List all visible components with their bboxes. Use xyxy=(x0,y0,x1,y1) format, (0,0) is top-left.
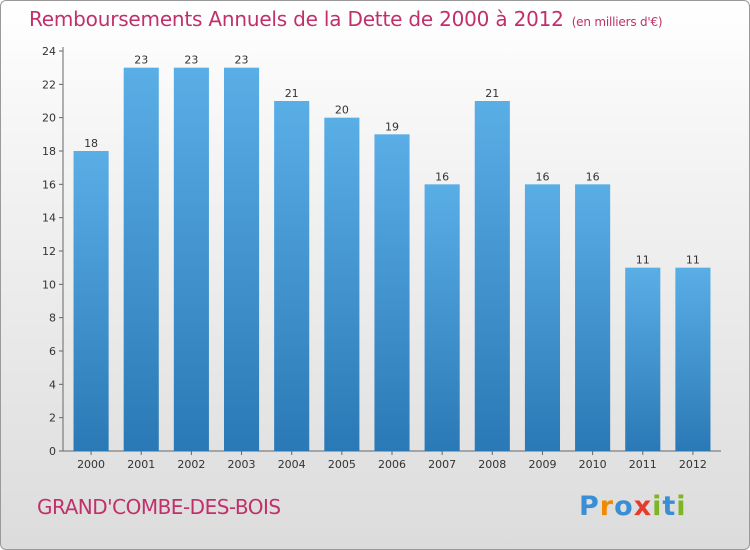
logo-letter: x xyxy=(633,491,653,522)
y-tick-label: 2 xyxy=(49,412,56,425)
x-tick-label: 2008 xyxy=(478,458,506,471)
logo-letter: P xyxy=(579,491,600,522)
bar xyxy=(324,117,360,452)
bar-value-label: 23 xyxy=(134,54,148,67)
proxiti-logo[interactable]: Proxiti xyxy=(579,491,687,522)
logo-letter: o xyxy=(614,491,634,522)
bar xyxy=(424,184,460,452)
bar-value-label: 21 xyxy=(285,87,299,100)
logo-letter: i xyxy=(676,491,687,522)
chart-title-text: Remboursements Annuels de la Dette de 20… xyxy=(29,7,564,31)
y-tick-label: 18 xyxy=(42,145,56,158)
x-tick-label: 2004 xyxy=(278,458,306,471)
bar-value-label: 11 xyxy=(636,254,650,267)
bar xyxy=(73,151,109,451)
y-tick-label: 8 xyxy=(49,312,56,325)
bar xyxy=(625,267,661,451)
bar-value-label: 18 xyxy=(84,137,98,150)
bar-value-label: 21 xyxy=(485,87,499,100)
bar xyxy=(524,184,561,452)
bar xyxy=(274,101,310,451)
bar-value-label: 16 xyxy=(435,170,449,183)
bar xyxy=(123,67,159,452)
bar xyxy=(675,267,711,451)
chart-subtitle: (en milliers d'€) xyxy=(571,15,663,29)
x-tick-label: 2011 xyxy=(629,458,657,471)
bar-value-label: 11 xyxy=(686,254,700,267)
logo-letter: t xyxy=(662,491,677,522)
bar-value-label: 16 xyxy=(586,170,600,183)
x-tick-label: 2009 xyxy=(528,458,556,471)
x-tick-label: 2001 xyxy=(127,458,155,471)
y-tick-label: 4 xyxy=(49,378,56,391)
y-tick-label: 6 xyxy=(49,345,56,358)
x-tick-label: 2002 xyxy=(177,458,205,471)
bar-value-label: 16 xyxy=(535,170,549,183)
bar xyxy=(173,67,209,452)
bar-value-label: 20 xyxy=(335,104,349,117)
y-tick-label: 20 xyxy=(42,112,56,125)
x-tick-label: 2010 xyxy=(579,458,607,471)
y-tick-label: 12 xyxy=(42,245,56,258)
x-tick-label: 2012 xyxy=(679,458,707,471)
chart-title: Remboursements Annuels de la Dette de 20… xyxy=(29,7,663,31)
bar xyxy=(474,101,510,451)
y-tick-label: 10 xyxy=(42,278,56,291)
bar-value-label: 23 xyxy=(235,54,249,67)
y-tick-label: 24 xyxy=(42,45,56,58)
x-tick-label: 2007 xyxy=(428,458,456,471)
y-tick-label: 22 xyxy=(42,78,56,91)
x-tick-label: 2000 xyxy=(77,458,105,471)
y-tick-label: 0 xyxy=(49,445,56,458)
bar xyxy=(374,134,410,452)
commune-name: GRAND'COMBE-DES-BOIS xyxy=(37,495,281,519)
bar-value-label: 23 xyxy=(184,54,198,67)
y-tick-label: 14 xyxy=(42,212,56,225)
bar-value-label: 19 xyxy=(385,120,399,133)
x-tick-label: 2006 xyxy=(378,458,406,471)
bar xyxy=(575,184,611,452)
bar xyxy=(223,67,260,452)
logo-letter: r xyxy=(599,491,615,522)
x-tick-label: 2003 xyxy=(228,458,256,471)
x-tick-label: 2005 xyxy=(328,458,356,471)
y-tick-label: 16 xyxy=(42,178,56,191)
logo-letter: i xyxy=(652,491,663,522)
